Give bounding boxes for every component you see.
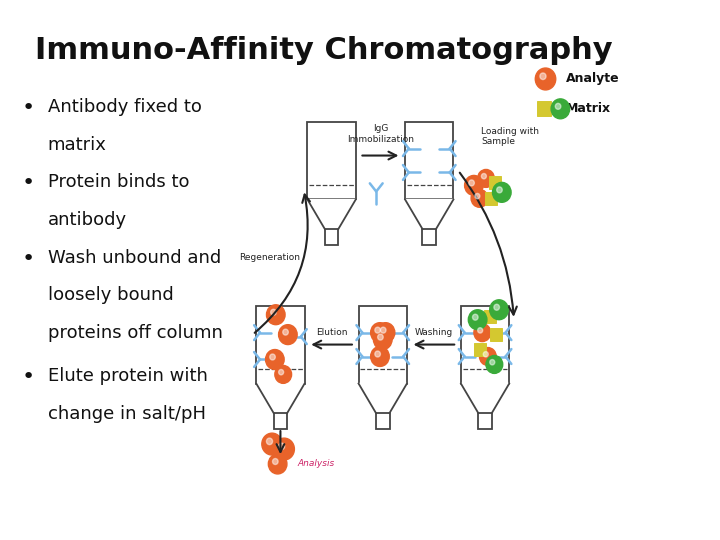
Circle shape: [275, 366, 292, 383]
Text: loosely bound: loosely bound: [48, 286, 174, 305]
Bar: [325, 229, 338, 245]
Circle shape: [535, 68, 556, 90]
Circle shape: [492, 183, 511, 202]
Circle shape: [375, 351, 380, 357]
Circle shape: [469, 180, 474, 186]
Text: proteins off column: proteins off column: [48, 324, 222, 342]
Circle shape: [374, 329, 392, 349]
Text: Loading with
Sample: Loading with Sample: [482, 126, 539, 146]
Text: Immuno-Affinity Chromatography: Immuno-Affinity Chromatography: [35, 36, 613, 65]
Text: Elute protein with: Elute protein with: [48, 367, 207, 384]
Circle shape: [375, 327, 380, 333]
Circle shape: [497, 187, 503, 193]
Text: •: •: [22, 98, 35, 118]
Circle shape: [477, 328, 482, 333]
Text: Wash unbound and: Wash unbound and: [48, 248, 221, 267]
Circle shape: [540, 73, 546, 79]
Circle shape: [269, 454, 287, 474]
Circle shape: [262, 433, 282, 455]
Circle shape: [283, 329, 288, 335]
Bar: [474, 343, 487, 356]
Circle shape: [266, 438, 273, 444]
Circle shape: [471, 190, 488, 207]
Circle shape: [380, 327, 386, 333]
Polygon shape: [307, 199, 356, 229]
Text: Protein binds to: Protein binds to: [48, 173, 189, 191]
Bar: [490, 176, 501, 189]
Bar: [490, 328, 503, 341]
Bar: [359, 306, 407, 383]
Text: IgG
Immobilization: IgG Immobilization: [347, 124, 414, 144]
Circle shape: [468, 310, 487, 329]
Text: Analyte: Analyte: [566, 72, 620, 85]
Bar: [405, 122, 454, 199]
Circle shape: [371, 323, 390, 342]
Text: antibody: antibody: [48, 211, 127, 229]
Bar: [423, 229, 436, 245]
Circle shape: [477, 170, 495, 187]
Bar: [536, 102, 551, 116]
Bar: [484, 310, 496, 323]
Polygon shape: [256, 383, 305, 413]
Bar: [461, 306, 509, 383]
Text: matrix: matrix: [48, 136, 107, 154]
Circle shape: [482, 173, 487, 179]
Circle shape: [377, 323, 395, 342]
Circle shape: [483, 352, 488, 357]
Bar: [274, 413, 287, 429]
Circle shape: [490, 300, 508, 320]
Text: •: •: [22, 248, 35, 268]
Circle shape: [464, 176, 483, 195]
Text: Antibody fixed to: Antibody fixed to: [48, 98, 202, 116]
Bar: [256, 306, 305, 383]
Text: Elution: Elution: [316, 328, 347, 336]
Circle shape: [486, 355, 503, 374]
Bar: [485, 192, 497, 205]
Circle shape: [555, 103, 561, 109]
Circle shape: [551, 99, 570, 119]
Bar: [376, 413, 390, 429]
Circle shape: [494, 304, 500, 310]
Circle shape: [273, 458, 278, 464]
Circle shape: [266, 349, 284, 369]
Circle shape: [474, 323, 490, 342]
Text: change in salt/pH: change in salt/pH: [48, 404, 205, 422]
Text: Washing: Washing: [415, 328, 453, 336]
Circle shape: [490, 360, 495, 365]
Circle shape: [480, 348, 496, 366]
Circle shape: [279, 325, 297, 345]
Circle shape: [371, 347, 390, 367]
Circle shape: [274, 438, 294, 460]
Text: Analysis: Analysis: [297, 460, 334, 469]
Circle shape: [472, 314, 478, 320]
Text: •: •: [22, 367, 35, 387]
Circle shape: [377, 334, 383, 340]
Bar: [307, 122, 356, 199]
Circle shape: [271, 309, 276, 315]
Polygon shape: [461, 383, 509, 413]
Circle shape: [279, 443, 284, 450]
Polygon shape: [359, 383, 407, 413]
Circle shape: [270, 354, 275, 360]
Text: •: •: [22, 173, 35, 193]
Bar: [478, 413, 492, 429]
Polygon shape: [405, 199, 454, 229]
Text: Regeneration: Regeneration: [239, 253, 300, 261]
Text: Matrix: Matrix: [566, 103, 611, 116]
Circle shape: [266, 305, 285, 325]
Circle shape: [279, 369, 284, 375]
Circle shape: [475, 193, 480, 199]
